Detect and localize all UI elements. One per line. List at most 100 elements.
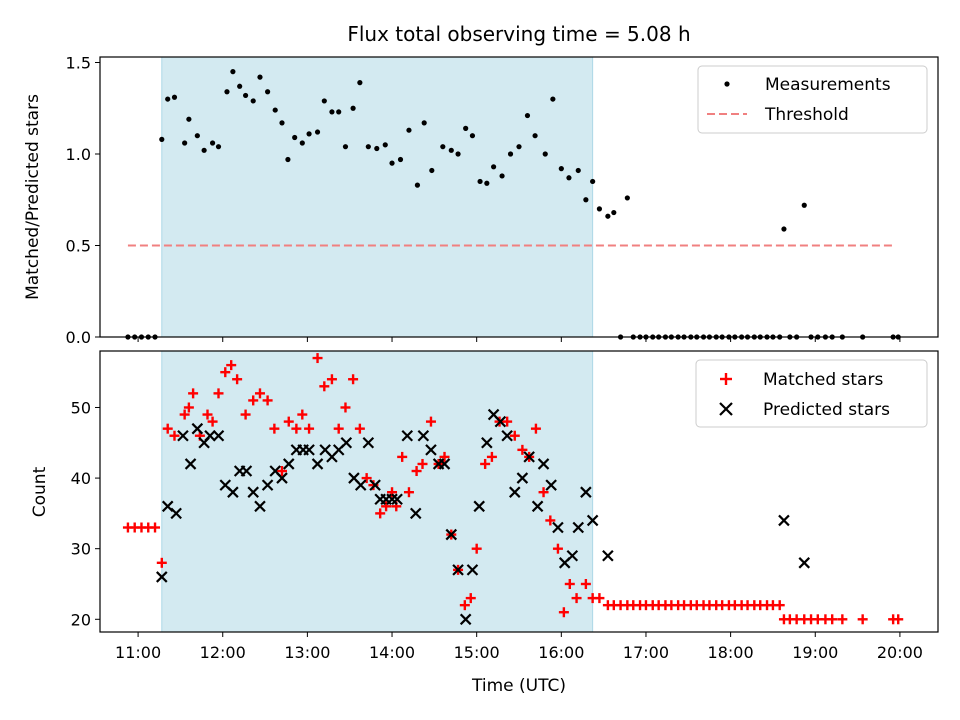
- predicted-star-point: [386, 493, 398, 506]
- y-tick-label: 1.0: [66, 145, 91, 164]
- matched-star-point: [580, 578, 591, 589]
- bottom-legend: Matched stars Predicted stars: [695, 359, 928, 428]
- predicted-star-point: [778, 514, 790, 527]
- top-legend: Measurements Threshold: [697, 65, 928, 134]
- matched-star-point: [188, 388, 199, 399]
- y-tick-label: 30: [71, 540, 91, 559]
- measurement-point: [507, 151, 514, 157]
- x-axis-label: Time (UTC): [471, 676, 566, 696]
- measurement-point: [215, 144, 222, 150]
- predicted-star-point: [473, 500, 485, 513]
- measurement-point: [299, 140, 305, 146]
- matched-star-point: [545, 515, 556, 526]
- matched-star-point: [220, 367, 231, 378]
- measurement-point: [414, 182, 421, 188]
- measurement-point: [455, 151, 461, 157]
- matched-star-point: [530, 423, 541, 434]
- matched-star-point: [283, 416, 294, 427]
- measurement-point: [499, 173, 505, 179]
- y-tick-label: 0.0: [66, 328, 91, 347]
- predicted-star-point: [531, 500, 544, 513]
- measurement-point: [209, 140, 216, 146]
- measurement-point: [230, 69, 236, 75]
- predicted-star-point: [566, 549, 579, 562]
- measurement-point: [389, 160, 395, 166]
- predicted-star-point: [552, 521, 564, 534]
- measurement-point: [279, 120, 285, 126]
- matched-star-point: [368, 480, 379, 491]
- matched-star-point: [837, 614, 848, 625]
- matched-star-point: [240, 409, 251, 420]
- measurement-point: [801, 202, 807, 208]
- measurement-point: [590, 178, 596, 185]
- matched-star-point: [893, 614, 904, 625]
- measurement-point: [265, 89, 271, 95]
- predicted-star-point: [481, 437, 493, 449]
- measurement-point: [336, 109, 342, 115]
- y-tick-label: 0.5: [66, 236, 91, 255]
- predicted-star-point: [247, 486, 259, 498]
- bottom-panel-y-ticks: 20 30 40 50: [71, 398, 100, 629]
- x-tick-label: 12:00: [200, 643, 246, 662]
- matched-star-point: [150, 522, 161, 533]
- measurement-point: [237, 83, 243, 89]
- predicted-star-point: [798, 557, 811, 569]
- matched-star-point: [226, 360, 237, 371]
- matched-star-point: [232, 374, 243, 385]
- measurement-point: [321, 98, 327, 104]
- matched-star-point: [425, 416, 436, 427]
- predicted-star-point: [572, 521, 585, 534]
- x-tick-label: 13:00: [284, 643, 330, 662]
- matched-star-point: [564, 578, 575, 589]
- measurement-point: [421, 120, 427, 126]
- predicted-star-point: [466, 564, 479, 576]
- matched-star-point: [297, 409, 308, 420]
- matched-star-point: [269, 423, 280, 434]
- top-panel: 0.0 0.5 1.0 1.5 Matched/Predicted stars Mea…: [23, 53, 939, 347]
- predicted-star-point: [191, 422, 204, 435]
- top-panel-y-ticks: 0.0 0.5 1.0 1.5: [66, 53, 100, 347]
- predicted-star-point: [156, 571, 168, 583]
- measurement-point: [257, 74, 263, 80]
- y-tick-label: 40: [71, 469, 91, 488]
- predicted-star-point: [537, 458, 550, 470]
- matched-star-point: [480, 458, 491, 469]
- matched-star-point: [439, 451, 450, 462]
- x-tick-label: 20:00: [877, 643, 923, 662]
- matched-star-point: [361, 473, 372, 484]
- measurement-point: [350, 105, 356, 111]
- measurement-point: [201, 147, 207, 153]
- matched-star-point: [594, 593, 605, 604]
- measurement-point: [406, 127, 412, 133]
- measurement-point: [314, 129, 321, 135]
- top-panel-y-axis-label: Matched/Predicted stars: [23, 94, 43, 300]
- x-tick-label: 11:00: [115, 643, 161, 662]
- bottom-legend-predicted-label: Predicted stars: [763, 400, 890, 420]
- y-tick-label: 1.5: [66, 53, 91, 72]
- matched-star-point: [262, 395, 273, 406]
- matched-star-point: [774, 600, 785, 611]
- measurement-point: [397, 156, 404, 163]
- measurement-point: [484, 180, 490, 186]
- measurement-point: [186, 116, 192, 122]
- measurement-point: [165, 96, 171, 102]
- predicted-star-point: [254, 500, 266, 513]
- measurement-point: [306, 131, 312, 137]
- predicted-star-point: [459, 613, 472, 626]
- measurement-point: [440, 144, 446, 150]
- matched-star-point: [248, 395, 259, 406]
- measurement-point: [342, 144, 349, 150]
- matched-star-point: [156, 557, 167, 568]
- measurement-point: [611, 209, 617, 216]
- predicted-star-point: [311, 458, 324, 470]
- measurement-point: [171, 94, 178, 100]
- predicted-star-point: [438, 458, 451, 470]
- matched-star-point: [403, 487, 414, 498]
- matched-star-point: [375, 508, 386, 519]
- measurement-point: [566, 175, 572, 181]
- measurement-point: [250, 98, 256, 104]
- y-tick-label: 50: [71, 398, 91, 417]
- top-panel-frame: [99, 56, 939, 338]
- x-tick-label: 19:00: [792, 643, 838, 662]
